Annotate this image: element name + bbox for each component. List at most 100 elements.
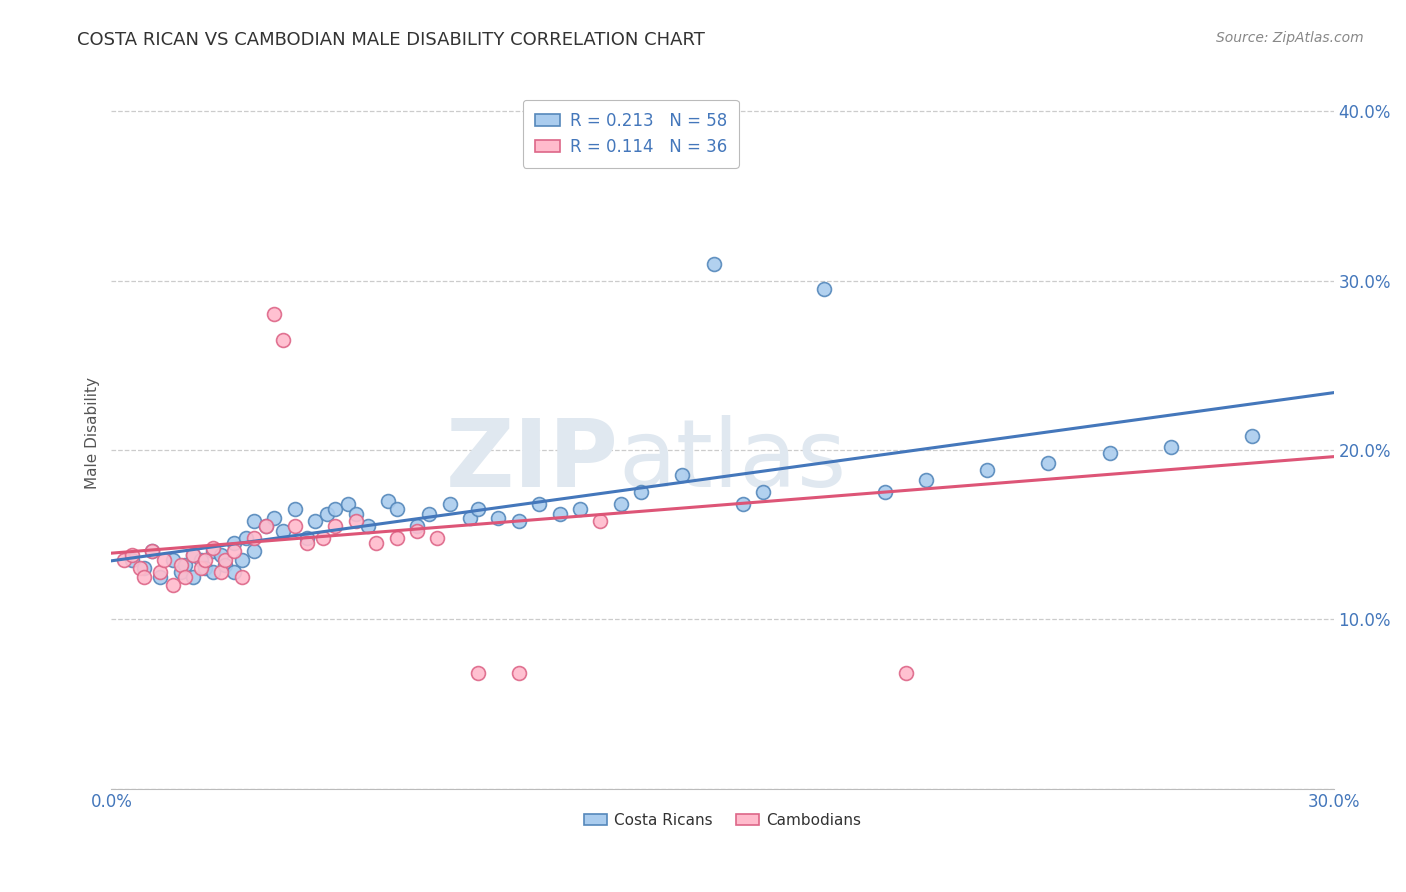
Point xyxy=(202,541,225,555)
Point xyxy=(141,544,163,558)
Point xyxy=(121,548,143,562)
Point xyxy=(169,558,191,572)
Point xyxy=(263,510,285,524)
Point xyxy=(271,333,294,347)
Point xyxy=(169,565,191,579)
Point xyxy=(589,514,612,528)
Point xyxy=(162,578,184,592)
Point xyxy=(752,485,775,500)
Point xyxy=(568,502,591,516)
Point xyxy=(214,558,236,572)
Point xyxy=(304,514,326,528)
Point xyxy=(222,544,245,558)
Point xyxy=(132,561,155,575)
Point xyxy=(271,524,294,538)
Point xyxy=(295,536,318,550)
Point xyxy=(1241,429,1264,443)
Point xyxy=(366,536,388,550)
Point xyxy=(181,570,204,584)
Point xyxy=(129,561,152,575)
Point xyxy=(671,468,693,483)
Point xyxy=(173,570,195,584)
Point xyxy=(467,666,489,681)
Point xyxy=(202,565,225,579)
Point xyxy=(231,570,253,584)
Point xyxy=(254,519,277,533)
Point xyxy=(426,531,449,545)
Point xyxy=(153,553,176,567)
Point xyxy=(548,508,571,522)
Point xyxy=(336,497,359,511)
Point xyxy=(254,519,277,533)
Point xyxy=(1098,446,1121,460)
Point xyxy=(385,502,408,516)
Point xyxy=(703,257,725,271)
Point xyxy=(406,524,429,538)
Point xyxy=(222,565,245,579)
Point xyxy=(202,544,225,558)
Point xyxy=(915,474,938,488)
Point xyxy=(243,544,266,558)
Point xyxy=(875,485,897,500)
Text: Source: ZipAtlas.com: Source: ZipAtlas.com xyxy=(1216,31,1364,45)
Point xyxy=(1160,440,1182,454)
Point xyxy=(263,308,285,322)
Point xyxy=(132,570,155,584)
Point xyxy=(284,502,307,516)
Point xyxy=(508,666,530,681)
Point xyxy=(149,570,172,584)
Point xyxy=(406,519,429,533)
Point xyxy=(121,553,143,567)
Point xyxy=(209,548,232,562)
Point xyxy=(488,510,510,524)
Point xyxy=(976,463,998,477)
Point xyxy=(439,497,461,511)
Point xyxy=(181,548,204,562)
Point xyxy=(222,536,245,550)
Legend: Costa Ricans, Cambodians: Costa Ricans, Cambodians xyxy=(578,807,868,834)
Point xyxy=(214,553,236,567)
Point xyxy=(284,519,307,533)
Point xyxy=(508,514,530,528)
Point xyxy=(243,531,266,545)
Point xyxy=(235,531,257,545)
Point xyxy=(418,508,440,522)
Point xyxy=(243,514,266,528)
Text: atlas: atlas xyxy=(619,416,846,508)
Point xyxy=(162,553,184,567)
Point xyxy=(467,502,489,516)
Point xyxy=(609,497,631,511)
Point xyxy=(527,497,550,511)
Text: COSTA RICAN VS CAMBODIAN MALE DISABILITY CORRELATION CHART: COSTA RICAN VS CAMBODIAN MALE DISABILITY… xyxy=(77,31,706,49)
Point xyxy=(385,531,408,545)
Y-axis label: Male Disability: Male Disability xyxy=(86,377,100,489)
Point xyxy=(181,548,204,562)
Point xyxy=(325,502,347,516)
Point xyxy=(231,553,253,567)
Point xyxy=(112,553,135,567)
Point xyxy=(190,561,212,575)
Point xyxy=(344,514,367,528)
Point xyxy=(813,282,835,296)
Point xyxy=(316,508,339,522)
Point xyxy=(141,544,163,558)
Point xyxy=(344,508,367,522)
Point xyxy=(458,510,481,524)
Point xyxy=(377,493,399,508)
Point xyxy=(357,519,380,533)
Point xyxy=(731,497,754,511)
Point xyxy=(711,142,734,156)
Point xyxy=(295,531,318,545)
Point xyxy=(1038,457,1060,471)
Point xyxy=(173,558,195,572)
Point xyxy=(312,531,335,545)
Text: ZIP: ZIP xyxy=(446,416,619,508)
Point xyxy=(194,553,217,567)
Point xyxy=(894,666,917,681)
Point xyxy=(194,561,217,575)
Point xyxy=(149,565,172,579)
Point xyxy=(325,519,347,533)
Point xyxy=(630,485,652,500)
Point xyxy=(190,553,212,567)
Point xyxy=(209,565,232,579)
